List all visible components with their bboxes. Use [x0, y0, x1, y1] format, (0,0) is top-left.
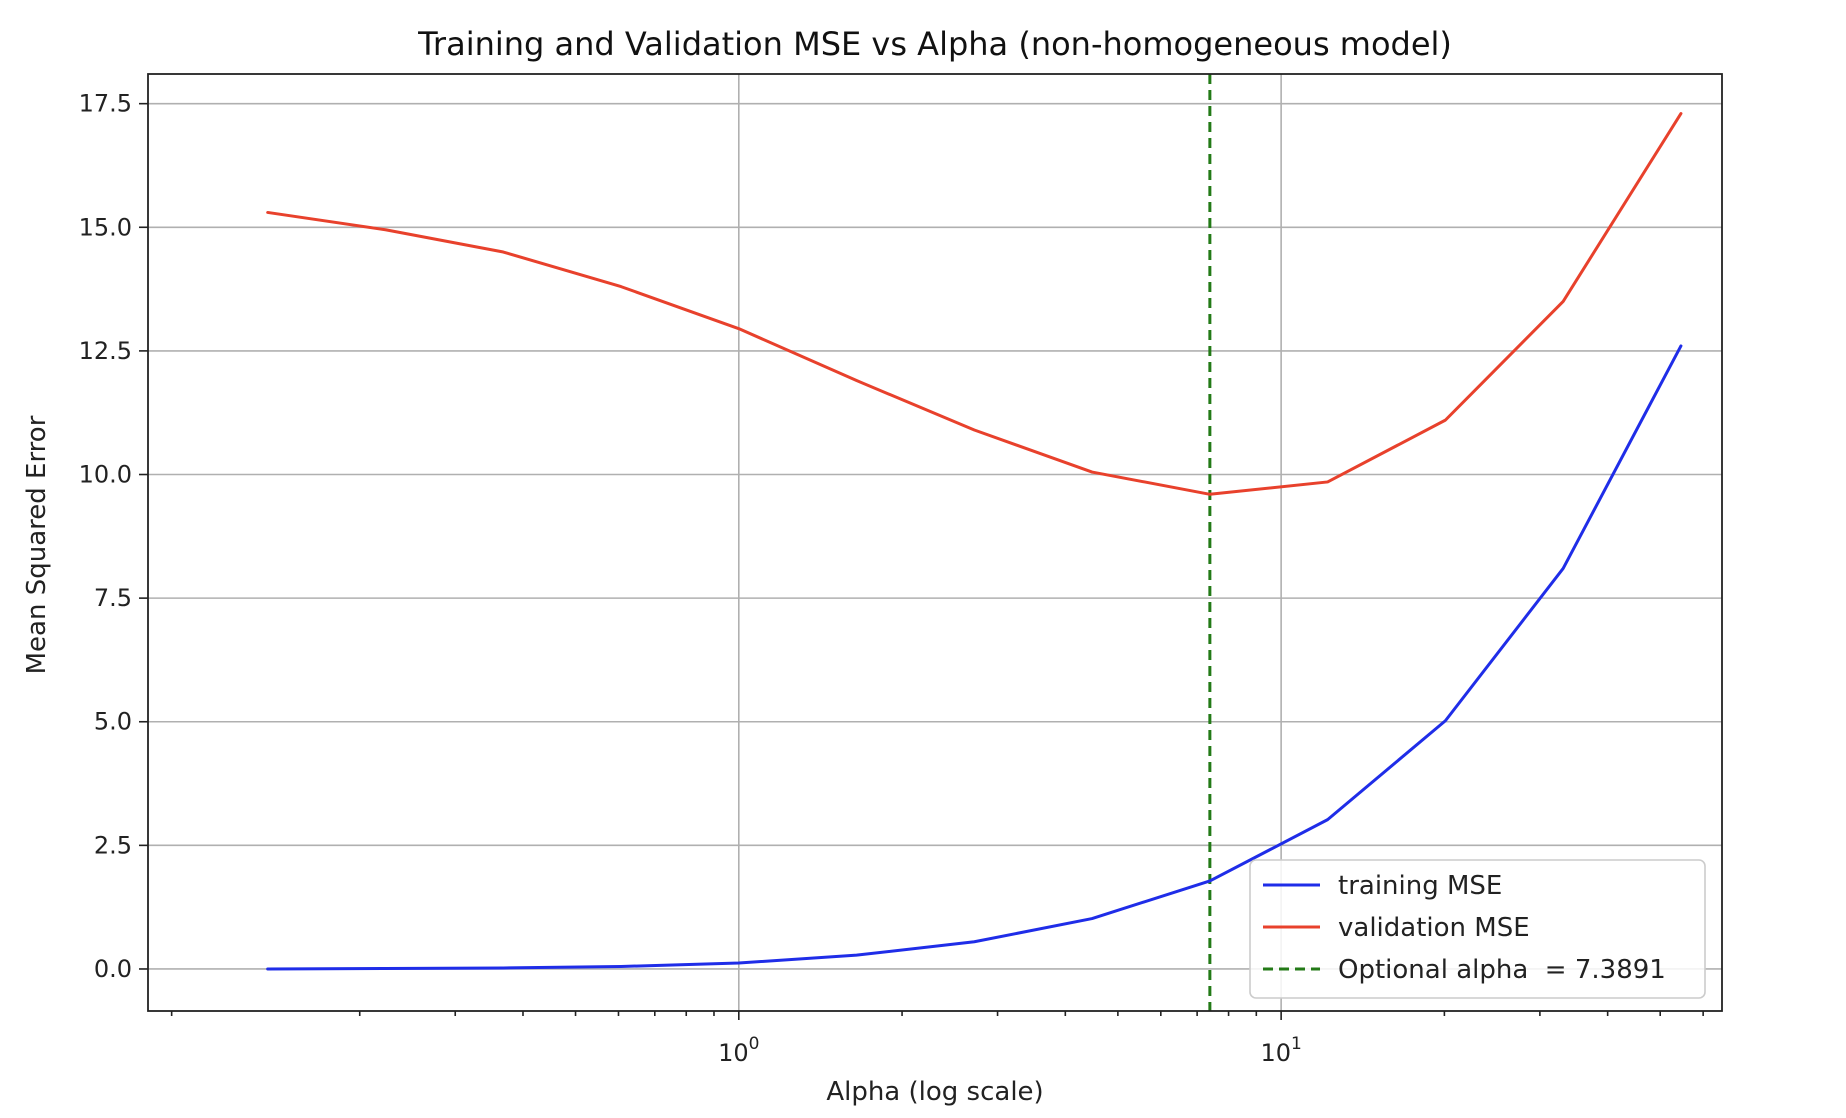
series-lines	[266, 112, 1683, 971]
y-tick-label: 2.5	[94, 831, 132, 859]
x-tick-label: 100	[718, 1034, 759, 1067]
y-tick-label: 0.0	[94, 955, 132, 983]
legend-box	[1249, 859, 1706, 999]
plot-frame	[147, 73, 1723, 1012]
legend-label-optimal-alpha: Optional alpha = 7.3891	[1338, 955, 1666, 985]
y-tick-label: 15.0	[79, 213, 132, 241]
x-tick-label: 101	[1260, 1034, 1301, 1067]
y-tick-label: 17.5	[79, 90, 132, 118]
grid	[148, 74, 1722, 1011]
y-axis-title: Mean Squared Error	[22, 415, 52, 674]
x-tick-label-base: 10	[1260, 1039, 1291, 1067]
y-tick-label: 10.0	[79, 461, 132, 489]
chart-title: Training and Validation MSE vs Alpha (no…	[417, 25, 1452, 63]
legend-label-validation: validation MSE	[1338, 913, 1530, 943]
x-axis-title: Alpha (log scale)	[826, 1077, 1043, 1107]
y-tick-label: 7.5	[94, 584, 132, 612]
x-tick-label-exponent: 0	[749, 1034, 760, 1054]
training-mse-line	[266, 344, 1683, 971]
legend: training MSE validation MSE Optional alp…	[1249, 859, 1706, 999]
y-axis-ticks: 0.0 2.5 5.0 7.5 10.0 12.5 15.0 17.5	[79, 90, 148, 983]
x-axis-ticks: 100 101	[170, 1011, 1704, 1067]
x-tick-label-base: 10	[718, 1039, 749, 1067]
y-tick-label: 5.0	[94, 708, 132, 736]
x-tick-label-exponent: 1	[1291, 1034, 1302, 1054]
y-tick-label: 12.5	[79, 337, 132, 365]
validation-mse-line	[266, 112, 1683, 496]
legend-label-training: training MSE	[1338, 871, 1502, 901]
